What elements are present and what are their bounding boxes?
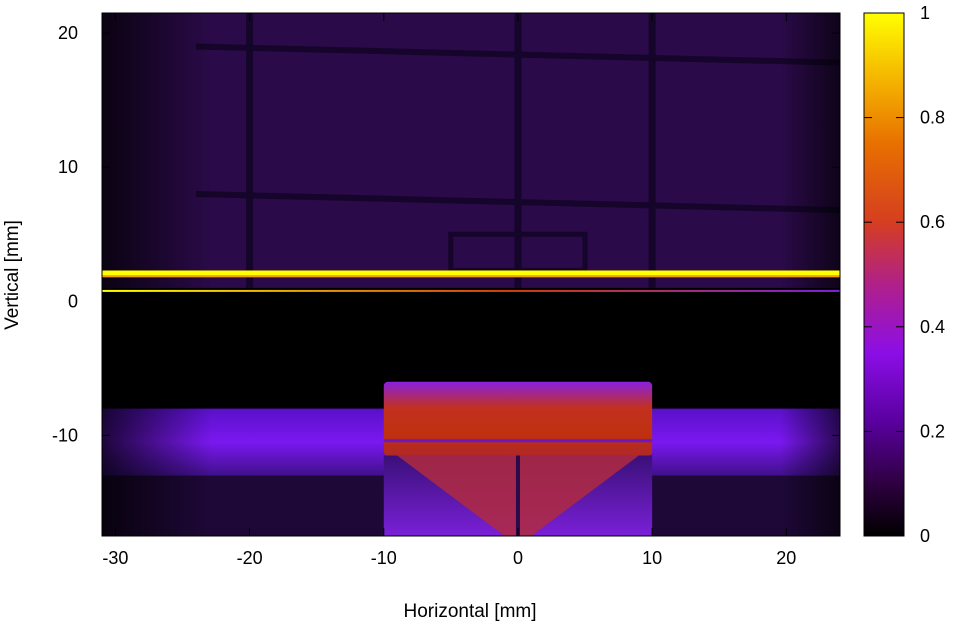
region-dark-middle xyxy=(102,291,840,382)
y-axis: -10 0 10 20 xyxy=(52,23,840,445)
colorbar-tick-label: 0 xyxy=(920,526,930,546)
x-tick-label: 0 xyxy=(513,548,523,568)
region-thin-line xyxy=(102,289,840,292)
colorbar-tick-label: 1 xyxy=(920,3,930,23)
faint-horizontal-line xyxy=(195,191,840,214)
colorbar: 0 0.2 0.4 0.6 0.8 1 xyxy=(863,3,945,546)
plot-frame xyxy=(101,12,841,537)
y-axis-title: Vertical [mm] xyxy=(2,220,23,330)
bright-line-edge xyxy=(102,275,840,278)
colorbar-tick-label: 0.2 xyxy=(920,421,945,441)
heatmap-image xyxy=(102,13,840,536)
colorbar-gradient xyxy=(863,12,905,537)
x-tick-label: -10 xyxy=(371,548,397,568)
y-tick-label: -10 xyxy=(52,425,78,445)
x-tick-label: -20 xyxy=(237,548,263,568)
x-tick-label: -30 xyxy=(102,548,128,568)
colorbar-tick-label: 0.4 xyxy=(920,317,945,337)
x-tick-label: 10 xyxy=(642,548,662,568)
colorbar-tick-label: 0.6 xyxy=(920,212,945,232)
faint-horizontal-line xyxy=(195,43,840,66)
region-bright-line xyxy=(102,270,840,278)
y-tick-label: 10 xyxy=(58,157,78,177)
x-axis: -30 -20 -10 0 10 20 xyxy=(102,13,796,568)
y-tick-label: 20 xyxy=(58,23,78,43)
y-tick-label: 0 xyxy=(68,291,78,311)
x-axis-title: Horizontal [mm] xyxy=(403,601,536,622)
x-tick-label: 20 xyxy=(776,548,796,568)
colorbar-tick-label: 0.8 xyxy=(920,108,945,128)
region-central-core xyxy=(383,381,653,456)
